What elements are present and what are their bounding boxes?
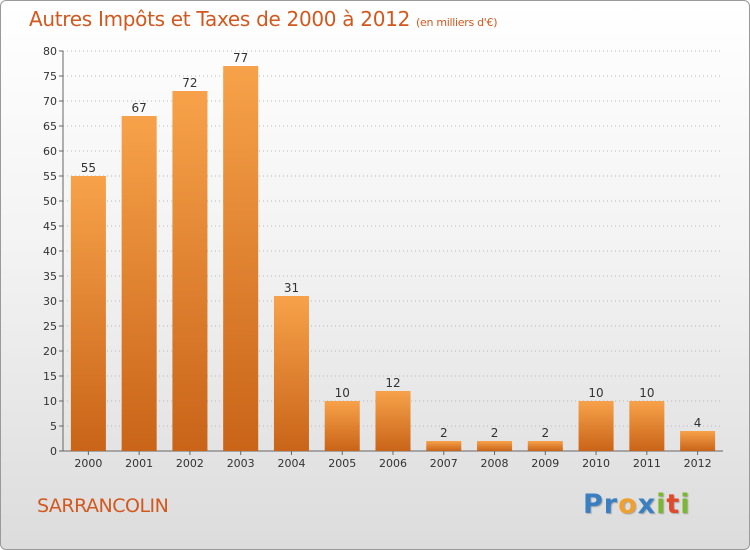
- bar[interactable]: [273, 296, 309, 451]
- bar[interactable]: [172, 91, 208, 451]
- bar[interactable]: [578, 401, 614, 451]
- y-tick-label: 10: [43, 395, 57, 408]
- x-tick-label: 2012: [684, 457, 712, 470]
- x-tick-label: 2004: [277, 457, 305, 470]
- logo-letter: o: [618, 489, 638, 520]
- bar-value-label: 2: [541, 426, 549, 440]
- y-tick-label: 65: [43, 120, 57, 133]
- x-tick-label: 2000: [74, 457, 102, 470]
- bar-value-label: 72: [182, 76, 197, 90]
- y-tick-label: 35: [43, 270, 57, 283]
- bar-value-label: 2: [440, 426, 448, 440]
- y-tick-label: 55: [43, 170, 57, 183]
- bar-value-label: 31: [284, 281, 299, 295]
- bar[interactable]: [223, 66, 259, 451]
- grid-lines: [63, 50, 723, 427]
- y-tick-label: 40: [43, 245, 57, 258]
- bar[interactable]: [680, 431, 716, 451]
- bar[interactable]: [324, 401, 360, 451]
- y-tick-label: 20: [43, 345, 57, 358]
- chart-subtitle: (en milliers d'€): [416, 16, 498, 29]
- x-tick-label: 2002: [176, 457, 204, 470]
- logo-letter: r: [603, 489, 619, 520]
- x-tick-label: 2005: [328, 457, 356, 470]
- bar-value-label: 55: [81, 161, 96, 175]
- bar[interactable]: [375, 391, 411, 451]
- y-tick-label: 75: [43, 70, 57, 83]
- x-tick-label: 2010: [582, 457, 610, 470]
- y-tick-label: 45: [43, 220, 57, 233]
- x-tick-label: 2011: [633, 457, 661, 470]
- bar-value-label: 10: [639, 386, 654, 400]
- axes: 0 5 10 15 20 25 30 35 40 45 50 55 60 65 70 75 80 2000 2001…: [43, 45, 723, 470]
- x-tick-label: 2009: [531, 457, 559, 470]
- y-tick-label: 5: [50, 420, 57, 433]
- bar-value-label: 4: [694, 416, 702, 430]
- bar-value-label: 12: [385, 376, 400, 390]
- y-tick-label: 0: [50, 445, 57, 458]
- bar[interactable]: [629, 401, 665, 451]
- bar-value-label: 77: [233, 51, 248, 65]
- bar-value-label: 2: [491, 426, 499, 440]
- bar[interactable]: [70, 176, 106, 451]
- bar[interactable]: [426, 441, 462, 451]
- y-tick-label: 80: [43, 45, 57, 58]
- y-tick-label: 70: [43, 95, 57, 108]
- bar-value-label: 10: [588, 386, 603, 400]
- y-tick-label: 30: [43, 295, 57, 308]
- commune-name: SARRANCOLIN: [37, 495, 169, 517]
- y-tick-label: 60: [43, 145, 57, 158]
- bars: [70, 66, 716, 451]
- x-tick-label: 2003: [227, 457, 255, 470]
- logo-letter: P: [583, 489, 604, 520]
- data-labels: 55 67 72 77 31 10 12 2 2 2 10 10 4: [81, 51, 702, 440]
- logo-letter: x: [637, 489, 657, 520]
- x-tick-label: 2001: [125, 457, 153, 470]
- x-tick-label: 2007: [430, 457, 458, 470]
- bar[interactable]: [477, 441, 513, 451]
- logo-letter: t: [666, 489, 681, 520]
- logo-letter: i: [680, 489, 691, 520]
- proxiti-logo[interactable]: Proxiti: [583, 489, 691, 520]
- x-tick-label: 2008: [481, 457, 509, 470]
- x-tick-label: 2006: [379, 457, 407, 470]
- y-tick-label: 25: [43, 320, 57, 333]
- logo-letter: i: [656, 489, 667, 520]
- bar[interactable]: [121, 116, 157, 451]
- chart-title: Autres Impôts et Taxes de 2000 à 2012 (en…: [29, 7, 497, 31]
- chart-title-text: Autres Impôts et Taxes de 2000 à 2012: [29, 7, 410, 31]
- y-tick-label: 50: [43, 195, 57, 208]
- bar-value-label: 67: [132, 101, 147, 115]
- bar[interactable]: [527, 441, 563, 451]
- bar-value-label: 10: [335, 386, 350, 400]
- y-tick-label: 15: [43, 370, 57, 383]
